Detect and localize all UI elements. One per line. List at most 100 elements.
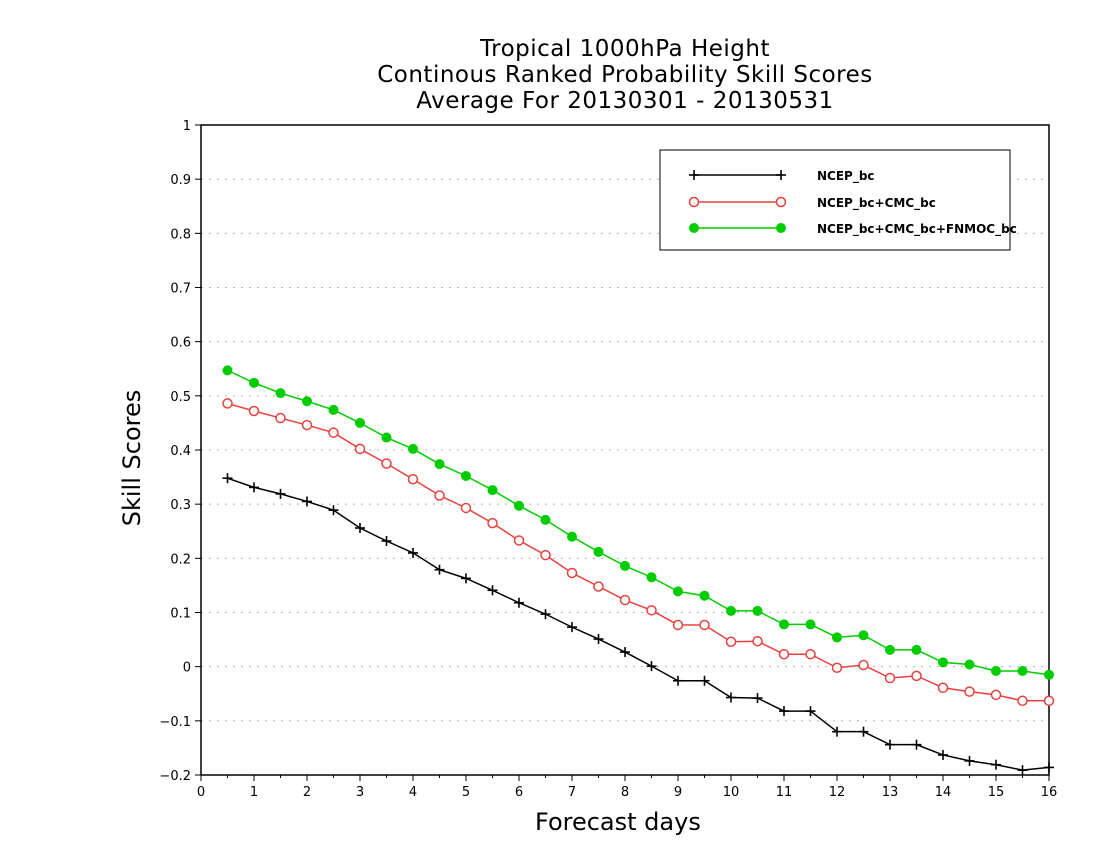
data-point-series-2 <box>1017 695 1028 707</box>
x-axis-title: Forecast days <box>535 808 701 836</box>
legend-label: NCEP_bc <box>817 169 875 184</box>
data-point-series-3 <box>567 531 577 542</box>
series-line-1 <box>227 477 1050 771</box>
data-point-series-3 <box>540 514 551 525</box>
data-point-series-1 <box>593 634 604 645</box>
data-point-series-1 <box>408 547 418 558</box>
x-tick-label: 13 <box>882 785 899 800</box>
data-point-series-2 <box>964 686 975 697</box>
data-point-series-2 <box>593 581 604 592</box>
data-point-series-2 <box>1043 695 1055 707</box>
y-tick-label: 0.3 <box>170 498 191 513</box>
data-point-series-1 <box>752 693 763 704</box>
x-tick-label: 2 <box>303 785 311 800</box>
data-point-series-2 <box>752 635 763 647</box>
data-point-series-3 <box>620 560 630 571</box>
x-tick-label: 6 <box>515 785 523 800</box>
legend-marker <box>775 196 787 208</box>
data-point-series-3 <box>222 365 233 376</box>
data-point-series-3 <box>805 619 816 630</box>
y-tick-label: 0.1 <box>170 607 191 622</box>
data-point-series-3 <box>991 666 1001 676</box>
data-point-series-1 <box>673 675 683 686</box>
data-point-series-1 <box>991 759 1001 770</box>
data-point-series-3 <box>302 396 312 407</box>
y-tick-label: 0.6 <box>170 336 191 351</box>
data-point-series-1 <box>726 692 736 703</box>
chart-title-line-1: Tropical 1000hPa Height <box>479 36 770 62</box>
x-tick-label: 10 <box>723 785 740 800</box>
data-point-series-3 <box>461 471 471 481</box>
data-point-series-3 <box>593 546 604 557</box>
data-point-series-1 <box>302 496 312 507</box>
data-point-series-1 <box>699 675 710 686</box>
y-tick-label: −0.2 <box>159 769 191 784</box>
legend-box <box>659 149 1011 251</box>
data-point-series-2 <box>831 662 843 673</box>
x-tick-label: 5 <box>462 785 470 800</box>
data-point-series-3 <box>275 388 286 399</box>
data-point-series-3 <box>487 485 498 496</box>
y-tick-label: 0 <box>183 661 191 676</box>
data-point-series-3 <box>964 659 975 670</box>
legend-marker <box>776 223 786 233</box>
x-tick-label: 1 <box>250 785 258 800</box>
x-tick-label: 8 <box>621 785 629 800</box>
data-point-series-3 <box>434 459 445 470</box>
data-point-series-3 <box>646 572 657 583</box>
data-point-series-1 <box>222 473 233 484</box>
data-point-series-2 <box>672 619 684 631</box>
data-point-series-3 <box>885 644 895 655</box>
data-point-series-2 <box>381 458 392 469</box>
legend-marker <box>689 170 699 180</box>
data-point-series-2 <box>248 405 260 417</box>
data-point-series-2 <box>725 636 737 647</box>
data-point-series-1 <box>858 726 869 737</box>
data-point-series-2 <box>778 648 790 660</box>
data-point-series-3 <box>911 644 922 655</box>
x-tick-label: 12 <box>829 785 846 800</box>
x-tick-label: 0 <box>197 785 205 800</box>
x-tick-label: 3 <box>356 785 364 800</box>
chart-title-line-3: Average For 20130301 - 20130531 <box>416 88 834 114</box>
data-point-series-1 <box>938 749 948 760</box>
data-point-series-3 <box>355 417 365 428</box>
data-point-series-3 <box>1044 669 1054 680</box>
data-point-series-1 <box>1044 762 1054 773</box>
legend-label: NCEP_bc+CMC_bc+FNMOC_bc <box>817 222 1017 237</box>
x-tick-label: 4 <box>409 785 417 800</box>
data-point-series-1 <box>249 482 259 493</box>
data-point-series-1 <box>540 609 551 620</box>
data-point-series-2 <box>805 648 816 660</box>
data-point-series-1 <box>779 706 789 717</box>
data-point-series-2 <box>937 682 949 694</box>
data-point-series-3 <box>938 657 948 668</box>
data-point-series-3 <box>726 605 736 616</box>
data-point-series-2 <box>911 670 922 682</box>
legend-marker <box>689 223 699 233</box>
y-tick-label: 0.8 <box>170 227 191 242</box>
data-point-series-2 <box>884 672 896 684</box>
data-point-series-1 <box>620 647 630 658</box>
data-point-series-2 <box>407 474 419 485</box>
x-tick-label: 15 <box>988 785 1005 800</box>
data-point-series-2 <box>513 535 525 546</box>
data-point-series-1 <box>275 488 286 499</box>
data-point-series-2 <box>990 689 1002 701</box>
data-point-series-3 <box>381 432 392 443</box>
y-tick-label: 0.9 <box>170 173 191 188</box>
legend-label: NCEP_bc+CMC_bc <box>817 196 936 211</box>
data-point-series-3 <box>249 377 259 388</box>
data-point-series-1 <box>434 564 445 575</box>
y-tick-label: 0.2 <box>170 552 191 567</box>
data-point-series-2 <box>354 443 366 455</box>
data-point-series-3 <box>514 500 524 511</box>
x-tick-label: 11 <box>776 785 793 800</box>
data-point-series-2 <box>434 490 445 501</box>
data-point-series-3 <box>699 590 710 601</box>
legend-marker <box>776 170 786 180</box>
legend: NCEP_bc NCEP_bc+CMC_bc NCEP_bc+CMC_bc+FNMO… <box>659 149 1017 251</box>
data-point-series-2 <box>275 412 286 424</box>
